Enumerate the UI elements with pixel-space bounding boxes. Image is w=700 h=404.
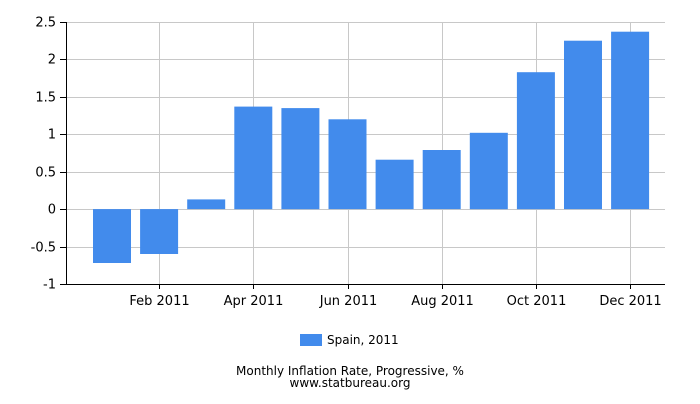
x-tick-label: Apr 2011 [224,294,284,309]
x-tick-label: Dec 2011 [599,294,661,309]
bars [93,31,650,263]
legend-swatch [300,334,322,346]
bar [187,199,226,210]
y-tick-label: -0.5 [31,241,56,256]
y-tick-label: 0 [48,203,56,218]
bar [611,31,650,210]
source-url: www.statbureau.org [289,376,411,390]
bar [328,119,367,210]
bar [375,159,414,210]
y-tick-label: 1 [48,128,56,143]
x-tick-label: Feb 2011 [129,294,189,309]
x-tick-label: Oct 2011 [507,294,567,309]
y-tick-label: -1 [43,278,56,293]
bar [234,106,273,210]
bar [469,132,508,210]
y-tick-label: 2 [48,53,56,68]
legend: Spain, 2011 [300,333,399,347]
y-tick-label: 0.5 [35,166,56,181]
y-tick-label: 2.5 [35,16,56,31]
bar [93,209,131,263]
bar [281,108,320,210]
y-tick-label: 1.5 [35,91,56,106]
chart-title: Monthly Inflation Rate, Progressive, % [236,364,464,378]
tick-labels: -1 -0.5 0 0.5 1 1.5 2 2.5 Feb 2011 Apr 2011 Jun 20… [31,16,662,310]
bar [516,72,555,210]
bar [564,40,602,210]
legend-label: Spain, 2011 [327,333,399,347]
axes [60,22,665,289]
x-tick-label: Aug 2011 [411,294,474,309]
bar [140,209,179,254]
bar [422,150,461,210]
x-tick-label: Jun 2011 [319,294,378,309]
